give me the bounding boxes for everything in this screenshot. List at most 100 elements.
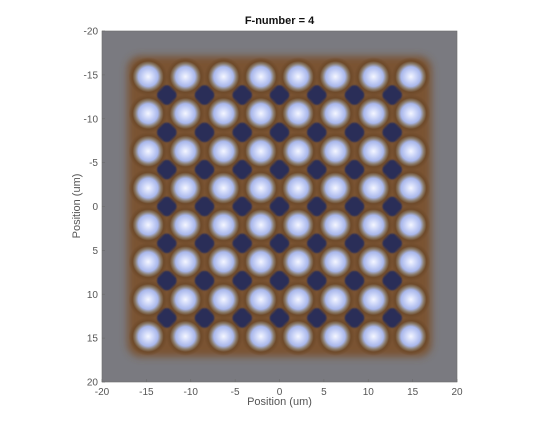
gap-node — [344, 308, 365, 328]
psf-spot — [278, 280, 318, 320]
psf-spot — [354, 93, 394, 133]
y-tick-label: 5 — [92, 246, 98, 257]
psf-spot — [241, 168, 281, 208]
gap-node — [344, 159, 365, 180]
x-tick-label: 5 — [321, 387, 327, 398]
psf-spot — [391, 205, 431, 245]
psf-spot — [165, 316, 205, 356]
y-tick-label: -10 — [84, 114, 99, 125]
plot-area — [102, 31, 457, 382]
y-axis-label: Position (um) — [71, 174, 83, 239]
gap-node — [194, 308, 215, 328]
y-axis: -20 -15 -10 -5 0 5 10 15 20 — [84, 27, 105, 389]
psf-spot — [354, 57, 394, 97]
psf-spot — [278, 316, 318, 356]
psf-spot — [128, 280, 168, 320]
psf-spot — [165, 93, 205, 133]
x-tick-label: 15 — [407, 387, 419, 398]
psf-spot — [315, 131, 355, 171]
psf-spot — [241, 93, 281, 133]
psf-spot — [354, 242, 394, 282]
gap-node — [194, 122, 215, 143]
gap-node — [344, 85, 365, 105]
psf-spot — [204, 131, 244, 171]
psf-spot — [278, 57, 318, 97]
psf-spot — [315, 280, 355, 320]
psf-spot — [278, 168, 318, 208]
gap-node — [157, 122, 177, 143]
psf-spot — [241, 205, 281, 245]
psf-spot — [128, 242, 168, 282]
gap-node — [232, 270, 252, 291]
spot-layer — [128, 57, 431, 356]
y-tick-label: 10 — [87, 290, 99, 301]
psf-spot — [165, 57, 205, 97]
gap-node — [232, 122, 252, 143]
psf-spot — [315, 57, 355, 97]
gap-node — [344, 233, 365, 254]
psf-spot — [128, 316, 168, 356]
psf-spot — [241, 316, 281, 356]
psf-spot — [165, 131, 205, 171]
psf-spot — [354, 131, 394, 171]
x-axis-label: Position (um) — [247, 396, 312, 408]
psf-spot — [278, 205, 318, 245]
psf-spot — [128, 168, 168, 208]
psf-spot — [128, 131, 168, 171]
x-tick-label: -5 — [231, 387, 240, 398]
y-tick-label: -15 — [84, 70, 99, 81]
psf-spot — [315, 168, 355, 208]
x-tick-label: -15 — [139, 387, 154, 398]
gap-node — [194, 85, 215, 105]
gap-node — [344, 196, 365, 217]
gap-node — [344, 270, 365, 291]
psf-spot — [315, 205, 355, 245]
psf-spot — [241, 57, 281, 97]
y-tick-label: -5 — [89, 158, 98, 169]
psf-spot — [278, 131, 318, 171]
y-tick-label: 0 — [92, 202, 98, 213]
psf-spot — [204, 168, 244, 208]
gap-node — [382, 270, 402, 291]
y-tick-label: 15 — [87, 334, 99, 345]
psf-spot — [354, 168, 394, 208]
psf-spot — [315, 316, 355, 356]
psf-spot — [391, 93, 431, 133]
psf-spot — [391, 168, 431, 208]
gap-node — [194, 233, 215, 254]
psf-spot — [241, 242, 281, 282]
psf-spot — [278, 93, 318, 133]
gap-node — [269, 270, 290, 291]
psf-spot — [204, 242, 244, 282]
psf-spot — [128, 57, 168, 97]
x-tick-label: 20 — [451, 387, 463, 398]
psf-spot — [204, 57, 244, 97]
psf-spot — [165, 280, 205, 320]
y-tick-label: 20 — [87, 378, 99, 389]
gap-node — [194, 159, 215, 180]
x-tick-label: -10 — [184, 387, 199, 398]
psf-spot — [204, 93, 244, 133]
x-axis: -20 -15 -10 -5 0 5 10 15 20 — [95, 379, 463, 398]
psf-spot — [204, 280, 244, 320]
chart-title: F-number = 4 — [245, 15, 315, 27]
psf-spot — [315, 242, 355, 282]
psf-spot — [391, 131, 431, 171]
psf-spot — [165, 168, 205, 208]
gap-node — [307, 270, 327, 291]
psf-spot — [391, 316, 431, 356]
psf-spot — [315, 93, 355, 133]
psf-spot — [165, 205, 205, 245]
psf-spot — [354, 316, 394, 356]
gap-node — [194, 196, 215, 217]
psf-spot — [354, 205, 394, 245]
psf-spot — [165, 242, 205, 282]
x-tick-label: 10 — [363, 387, 375, 398]
psf-spot — [128, 205, 168, 245]
psf-spot — [204, 316, 244, 356]
psf-spot — [241, 280, 281, 320]
psf-spot — [391, 242, 431, 282]
psf-spot — [391, 280, 431, 320]
psf-spot — [354, 280, 394, 320]
gap-node — [344, 122, 365, 143]
